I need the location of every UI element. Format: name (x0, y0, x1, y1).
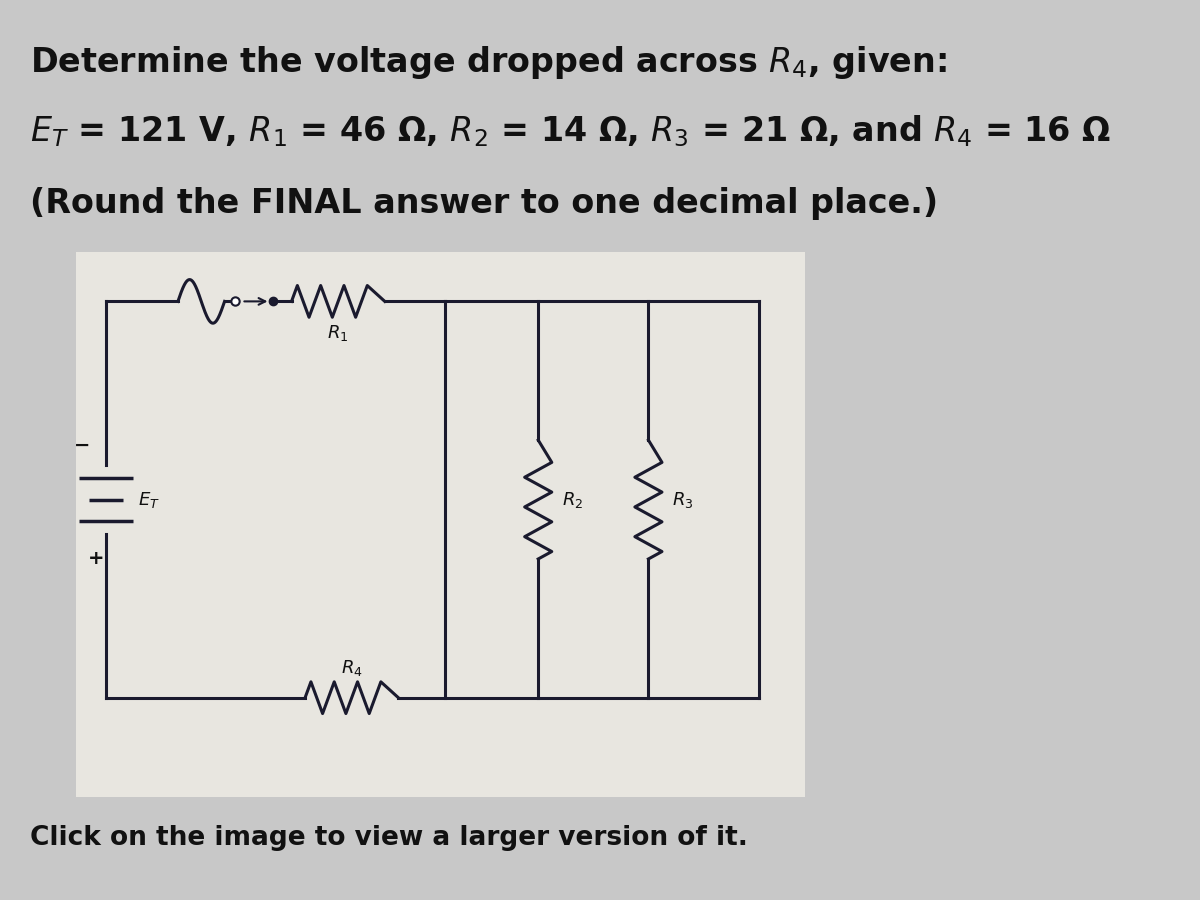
Text: $R_1$: $R_1$ (328, 323, 349, 343)
Text: $E_T$ = 121 V, $R_1$ = 46 Ω, $R_2$ = 14 Ω, $R_3$ = 21 Ω, and $R_4$ = 16 Ω: $E_T$ = 121 V, $R_1$ = 46 Ω, $R_2$ = 14 … (30, 113, 1111, 148)
Text: $R_2$: $R_2$ (562, 490, 583, 509)
Text: Determine the voltage dropped across $R_4$, given:: Determine the voltage dropped across $R_… (30, 44, 947, 81)
Text: $R_3$: $R_3$ (672, 490, 694, 509)
Text: $E_T$: $E_T$ (138, 490, 160, 509)
Text: Click on the image to view a larger version of it.: Click on the image to view a larger vers… (30, 825, 748, 851)
FancyBboxPatch shape (77, 252, 805, 796)
Text: $R_4$: $R_4$ (341, 658, 362, 678)
Text: (Round the FINAL answer to one decimal place.): (Round the FINAL answer to one decimal p… (30, 187, 937, 220)
Text: −: − (74, 436, 90, 454)
Text: +: + (88, 550, 104, 569)
